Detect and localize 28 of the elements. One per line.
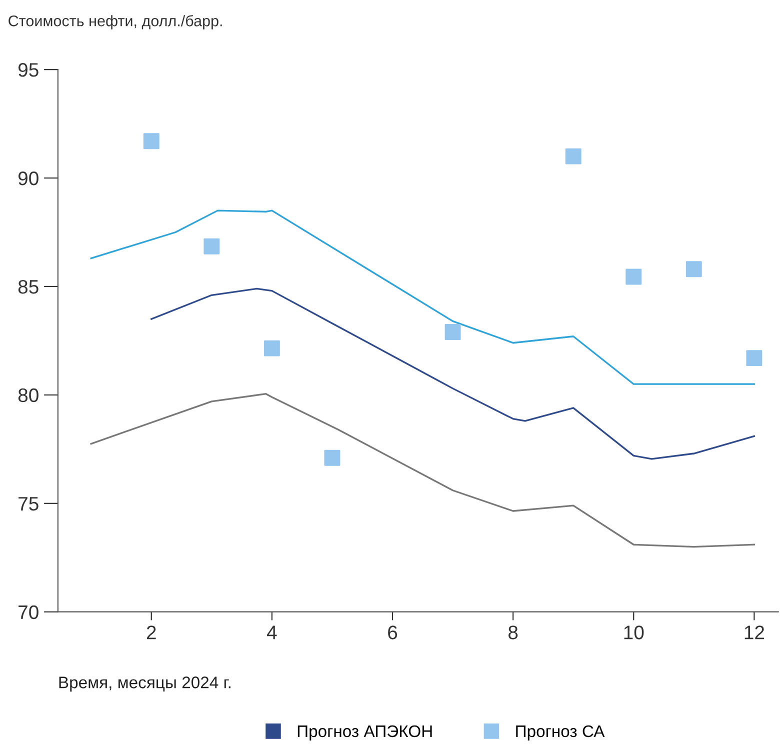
x-axis-title: Время, месяцы 2024 г. (59, 676, 230, 692)
y-tick-label: 75 (18, 497, 38, 511)
point (444, 324, 461, 340)
line-series (90, 210, 756, 385)
y-tick-label: 80 (18, 388, 38, 402)
point (626, 268, 642, 285)
x-tick-label: 10 (624, 626, 644, 640)
y-axis-title: Стоимость нефти, долл./барр. (8, 14, 222, 30)
legend-label: Прогноз СА (516, 725, 605, 740)
legend-label: Прогноз АПЭКОН (298, 725, 432, 740)
point (565, 148, 582, 164)
y-tick-label: 70 (18, 605, 38, 620)
point (143, 133, 160, 150)
x-tick-label: 8 (508, 626, 518, 640)
x-tick-label: 2 (146, 626, 156, 640)
point (204, 238, 220, 254)
point (686, 261, 702, 278)
line-series (150, 288, 756, 460)
point (324, 450, 340, 466)
x-tick-label: 4 (266, 626, 277, 640)
y-tick-label: 85 (18, 280, 38, 294)
point (264, 340, 280, 356)
x-tick-label: 6 (388, 626, 398, 640)
y-tick-label: 95 (18, 63, 38, 77)
x-tick-label: 12 (744, 626, 764, 640)
y-tick-label: 90 (18, 171, 38, 186)
line-series (90, 393, 756, 548)
point (746, 350, 762, 366)
